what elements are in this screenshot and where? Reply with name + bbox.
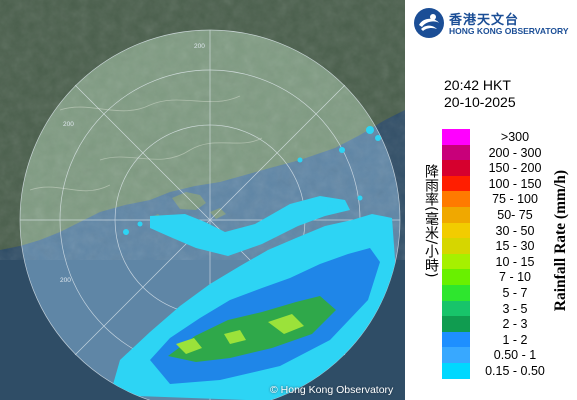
range-label-bottom: 200 [60, 277, 71, 284]
legend-range-label: 0.15 - 0.50 [485, 363, 545, 378]
legend-range-label: 0.50 - 1 [493, 348, 537, 363]
hko-logo[interactable]: 香港天文台 HONG KONG OBSERVATORY [413, 6, 573, 40]
rainfall-legend: >300 200 - 300 150 - 200 100 - 150 75 - 100 5… [442, 129, 572, 379]
legend-range-label: 10 - 15 [495, 254, 535, 269]
logo-english-text: HONG KONG OBSERVATORY [449, 26, 569, 36]
legend-range-label: 15 - 30 [495, 239, 535, 254]
legend-row: 3 - 5 [442, 300, 572, 317]
legend-swatch [442, 129, 470, 145]
legend-swatch [442, 269, 470, 285]
legend-row: 200 - 300 [442, 144, 572, 161]
legend-swatch [442, 331, 470, 348]
legend-range-label: 150 - 200 [488, 161, 542, 176]
side-panel: 香港天文台 HONG KONG OBSERVATORY 20:42 HKT 20… [405, 0, 577, 400]
legend-swatch [442, 347, 470, 363]
legend-row: 100 - 150 [442, 175, 572, 192]
rivers [29, 95, 263, 192]
rain-echoes [110, 126, 398, 400]
legend-swatch [442, 144, 470, 161]
rain-area-green [168, 296, 336, 362]
legend-row: 10 - 15 [442, 253, 572, 270]
rain-cell-light-green-3 [224, 330, 246, 344]
legend-label-english: Rainfall Rate (mm/h) [552, 170, 569, 312]
observation-date: 20-10-2025 [444, 94, 516, 110]
legend-row: 15 - 30 [442, 238, 572, 254]
terrain-texture [0, 0, 405, 260]
legend-swatch [442, 160, 470, 176]
legend-row: 7 - 10 [442, 269, 572, 285]
legend-row: 0.15 - 0.50 [442, 362, 572, 379]
legend-row: >300 [442, 129, 572, 145]
range-label-top: 200 [194, 43, 205, 50]
legend-label-chinese: 降雨率(毫米/小時) [423, 164, 439, 278]
range-label-left: 200 [63, 121, 74, 128]
radar-map-canvas: 200 200 200 [0, 0, 405, 400]
legend-row: 30 - 50 [442, 222, 572, 239]
legend-swatch [442, 206, 470, 223]
legend-range-label: 30 - 50 [495, 223, 535, 238]
legend-range-label: >300 [500, 130, 530, 144]
legend-row: 1 - 2 [442, 331, 572, 348]
legend-swatch [442, 175, 470, 192]
legend-swatch [442, 284, 470, 301]
legend-range-label: 1 - 2 [502, 332, 528, 347]
legend-swatch [442, 191, 470, 207]
radar-map: 200 200 200 © Hong Kong Observatory [0, 0, 405, 400]
copyright-text: © Hong Kong Observatory [270, 384, 394, 396]
legend-range-label: 3 - 5 [502, 301, 528, 316]
legend-range-label: 75 - 100 [492, 192, 538, 207]
legend-row: 2 - 3 [442, 316, 572, 332]
legend-range-label: 5 - 7 [502, 285, 528, 300]
legend-range-label: 2 - 3 [502, 317, 528, 332]
hko-logo-icon [414, 8, 444, 38]
legend-swatch [442, 238, 470, 254]
rain-band-coast [150, 196, 350, 256]
legend-range-label: 200 - 300 [488, 145, 542, 160]
legend-row: 150 - 200 [442, 160, 572, 176]
observation-time: 20:42 HKT [444, 77, 511, 93]
rain-cell-light-green-1 [268, 314, 304, 334]
legend-range-label: 50- 75 [497, 207, 533, 222]
legend-swatch [442, 362, 470, 379]
legend-range-label: 100 - 150 [488, 176, 542, 191]
legend-swatch [442, 300, 470, 317]
legend-range-label: 7 - 10 [499, 270, 531, 285]
legend-row: 75 - 100 [442, 191, 572, 207]
legend-swatch [442, 316, 470, 332]
logo-chinese-text: 香港天文台 [449, 13, 520, 28]
rain-cell-light-green-2 [176, 338, 202, 354]
legend-row: 0.50 - 1 [442, 347, 572, 363]
legend-swatch [442, 222, 470, 239]
legend-swatch [442, 253, 470, 270]
legend-row: 5 - 7 [442, 284, 572, 301]
legend-row: 50- 75 [442, 206, 572, 223]
